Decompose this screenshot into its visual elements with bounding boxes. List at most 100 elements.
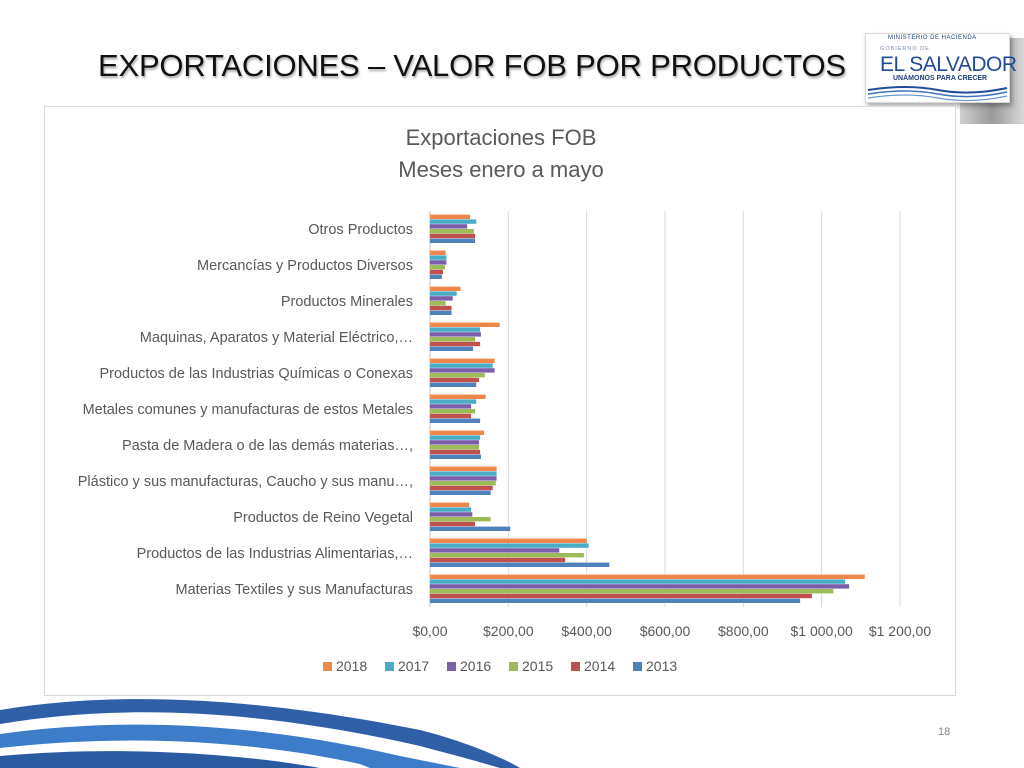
- bar-2016: [430, 224, 468, 229]
- legend-label-2013: 2013: [646, 658, 677, 674]
- bar-2014: [430, 341, 481, 347]
- bar-2015: [430, 301, 446, 306]
- bar-2013: [430, 490, 491, 495]
- category-label: Plástico y sus manufacturas, Caucho y su…: [78, 474, 413, 490]
- bar-2018: [430, 430, 485, 435]
- bar-2017: [430, 255, 447, 260]
- bar-2016: [430, 404, 472, 409]
- bar-2016: [430, 296, 453, 301]
- bar-2018: [430, 322, 500, 327]
- bar-2015: [430, 589, 834, 594]
- bar-2017: [430, 363, 493, 368]
- legend-label-2017: 2017: [398, 658, 429, 674]
- logo-ministry-text: MINISTERIO DE HACIENDA: [888, 35, 977, 41]
- chart-title: Exportaciones FOB: [406, 125, 597, 150]
- legend-label-2014: 2014: [584, 658, 615, 674]
- bar-2018: [430, 358, 495, 363]
- bar-2015: [430, 517, 491, 522]
- bar-2016: [430, 440, 479, 445]
- category-label: Productos de las Industrias Químicas o C…: [99, 366, 413, 382]
- x-tick-label: $400,00: [561, 623, 612, 639]
- bar-2016: [430, 512, 473, 517]
- bar-2014: [430, 377, 479, 383]
- bar-2018: [430, 286, 461, 291]
- bar-2013: [430, 562, 610, 567]
- x-tick-label: $600,00: [640, 623, 691, 639]
- legend-swatch-2017: [385, 662, 394, 671]
- bar-2013: [430, 598, 801, 603]
- bar-2017: [430, 543, 589, 548]
- category-label: Metales comunes y manufacturas de estos …: [83, 402, 413, 418]
- logo-waves-icon: [867, 86, 1008, 102]
- bar-2018: [430, 250, 446, 255]
- bar-2013: [430, 526, 511, 531]
- bar-chart: Exportaciones FOB Meses enero a mayo $0,00…: [78, 125, 932, 674]
- bar-2016: [430, 260, 447, 265]
- logo-gobierno-text: GOBIERNO DE: [880, 46, 930, 52]
- legend-label-2016: 2016: [460, 658, 491, 674]
- bar-2017: [430, 291, 457, 296]
- category-label: Productos de las Industrias Alimentarias…: [137, 546, 413, 562]
- bar-2018: [430, 574, 865, 579]
- bar-2014: [430, 305, 452, 311]
- bar-2013: [430, 310, 452, 315]
- legend-label-2018: 2018: [336, 658, 367, 674]
- bar-2017: [430, 579, 846, 584]
- bar-2016: [430, 584, 850, 589]
- bar-2017: [430, 219, 477, 224]
- legend-swatch-2014: [571, 662, 580, 671]
- bar-2014: [430, 233, 476, 239]
- bar-2014: [430, 269, 443, 275]
- logo-slogan-text: UNÁMONOS PARA CRECER: [893, 75, 988, 82]
- category-label: Pasta de Madera o de las demás materias……: [122, 438, 413, 454]
- bar-2013: [430, 418, 481, 423]
- bar-2014: [430, 593, 812, 599]
- bar-2013: [430, 238, 476, 243]
- bar-2014: [430, 557, 566, 563]
- legend-swatch-2013: [633, 662, 642, 671]
- legend-swatch-2018: [323, 662, 332, 671]
- x-tick-label: $1 200,00: [869, 623, 931, 639]
- category-label: Mercancías y Productos Diversos: [197, 258, 413, 274]
- logo-country-text: EL SALVADOR: [880, 53, 1017, 76]
- x-tick-label: $200,00: [483, 623, 534, 639]
- bar-2015: [430, 445, 479, 450]
- bar-2016: [430, 548, 560, 553]
- x-tick-label: $800,00: [718, 623, 769, 639]
- legend-swatch-2015: [509, 662, 518, 671]
- bar-2014: [430, 449, 481, 455]
- x-tick-label: $0,00: [412, 623, 447, 639]
- bar-2018: [430, 394, 486, 399]
- bar-2017: [430, 399, 477, 404]
- bar-2015: [430, 409, 476, 414]
- category-label: Materias Textiles y sus Manufacturas: [176, 582, 413, 598]
- legend-label-2015: 2015: [522, 658, 553, 674]
- bar-2014: [430, 521, 476, 527]
- bar-2018: [430, 502, 470, 507]
- slide-title: EXPORTACIONES – VALOR FOB POR PRODUCTOS: [98, 48, 846, 83]
- bar-2015: [430, 265, 445, 270]
- bar-2015: [430, 337, 476, 342]
- bar-2017: [430, 507, 472, 512]
- bar-2017: [430, 435, 481, 440]
- bar-2014: [430, 485, 493, 491]
- category-label: Productos Minerales: [281, 294, 413, 310]
- bar-2016: [430, 368, 495, 373]
- legend-swatch-2016: [447, 662, 456, 671]
- bar-2013: [430, 346, 474, 351]
- bar-2013: [430, 454, 481, 459]
- bar-2015: [430, 553, 584, 558]
- bar-2015: [430, 373, 485, 378]
- bar-2018: [430, 538, 587, 543]
- bar-2018: [430, 214, 470, 219]
- bar-2013: [430, 274, 442, 279]
- category-label: Maquinas, Aparatos y Material Eléctrico,…: [140, 330, 413, 346]
- ministry-logo: MINISTERIO DE HACIENDA GOBIERNO DE EL SA…: [865, 33, 1017, 103]
- bar-2017: [430, 471, 497, 476]
- page-number: 18: [938, 726, 951, 738]
- category-label: Otros Productos: [308, 222, 413, 238]
- bar-2016: [430, 332, 481, 337]
- bar-2017: [430, 327, 481, 332]
- bar-2013: [430, 382, 477, 387]
- footer-waves-icon: [0, 699, 520, 768]
